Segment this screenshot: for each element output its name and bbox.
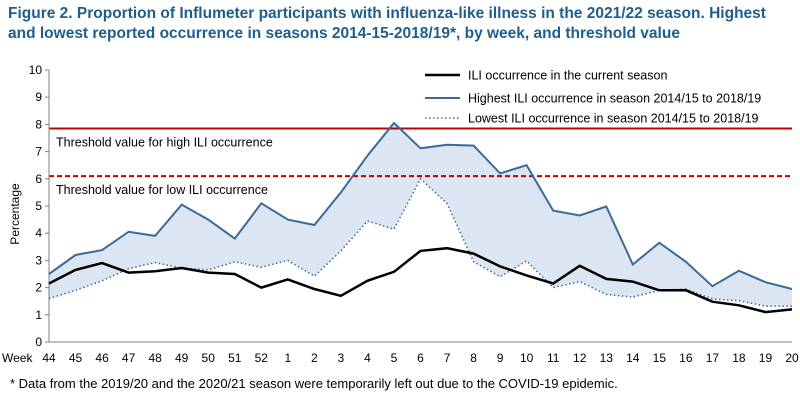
legend-item-current-label: ILI occurrence in the current season (468, 69, 667, 83)
y-tick-label: 10 (29, 63, 43, 77)
x-tick-label: 10 (520, 351, 534, 365)
footnote: * Data from the 2019/20 and the 2020/21 … (10, 376, 618, 391)
x-tick-label: 13 (600, 351, 614, 365)
threshold-low-label: Threshold value for low ILI occurrence (56, 183, 268, 197)
x-tick-label: 18 (732, 351, 746, 365)
highest-lowest-band (49, 123, 792, 307)
chart-title-line-1: Figure 2. Proportion of Influmeter parti… (8, 5, 766, 22)
chart-title-line-2: and lowest reported occurrence in season… (8, 25, 680, 42)
x-tick-label: 12 (573, 351, 587, 365)
x-tick-label: 48 (148, 351, 162, 365)
series-lowest-line (48, 177, 792, 307)
y-tick-label: 2 (35, 281, 42, 295)
legend-item-highest-label: Highest ILI occurrence in season 2014/15… (468, 92, 761, 106)
x-tick-label: 45 (69, 351, 83, 365)
threshold-layer: Threshold value for high ILI occurrence T… (49, 127, 792, 197)
x-tick-label: 44 (42, 351, 56, 365)
highest-lowest-band-layer (49, 123, 792, 307)
x-tick-label: 17 (706, 351, 720, 365)
x-tick-label: 4 (364, 351, 371, 365)
x-tick-label: 20 (785, 351, 799, 365)
x-tick-label: 49 (175, 351, 189, 365)
series-highest-line (48, 121, 793, 290)
x-tick-label: 47 (122, 351, 136, 365)
x-tick-label: 11 (547, 351, 560, 365)
legend: ILI occurrence in the current season High… (425, 69, 761, 126)
x-tick-label: 1 (284, 351, 291, 365)
y-tick-label: 8 (35, 117, 42, 131)
x-tick-label: 16 (679, 351, 693, 365)
x-tick-label: 15 (653, 351, 667, 365)
x-tick-label: 51 (228, 351, 242, 365)
y-tick-label: 5 (35, 199, 42, 213)
x-tick-label: 2 (311, 351, 318, 365)
y-tick-label: 1 (35, 308, 42, 322)
x-tick-label: 7 (444, 351, 451, 365)
x-tick-label: 6 (417, 351, 424, 365)
chart-title: Figure 2. Proportion of Influmeter parti… (8, 4, 798, 44)
y-tick-label: 3 (35, 253, 42, 267)
y-tick-label: 6 (35, 172, 42, 186)
x-tick-label: 9 (497, 351, 504, 365)
x-tick-label: 5 (391, 351, 398, 365)
x-tick-label: 14 (626, 351, 640, 365)
x-tick-label: 3 (338, 351, 345, 365)
series-layer (48, 121, 793, 314)
x-tick-label: 19 (759, 351, 773, 365)
y-tick-label: 4 (35, 226, 42, 240)
legend-item-lowest-label: Lowest ILI occurrence in season 2014/15 … (468, 112, 759, 126)
x-axis-label: Week (2, 351, 33, 365)
y-tick-label: 0 (35, 335, 42, 349)
x-tick-label: 52 (255, 351, 269, 365)
x-tick-label: 46 (95, 351, 109, 365)
y-axis-label: Percentage (8, 183, 22, 245)
series-current-line (48, 246, 793, 314)
threshold-high-label: Threshold value for high ILI occurrence (56, 135, 273, 149)
x-tick-label: 50 (202, 351, 216, 365)
x-tick-label: 8 (470, 351, 477, 365)
y-tick-label: 9 (35, 90, 42, 104)
y-tick-label: 7 (35, 145, 42, 159)
